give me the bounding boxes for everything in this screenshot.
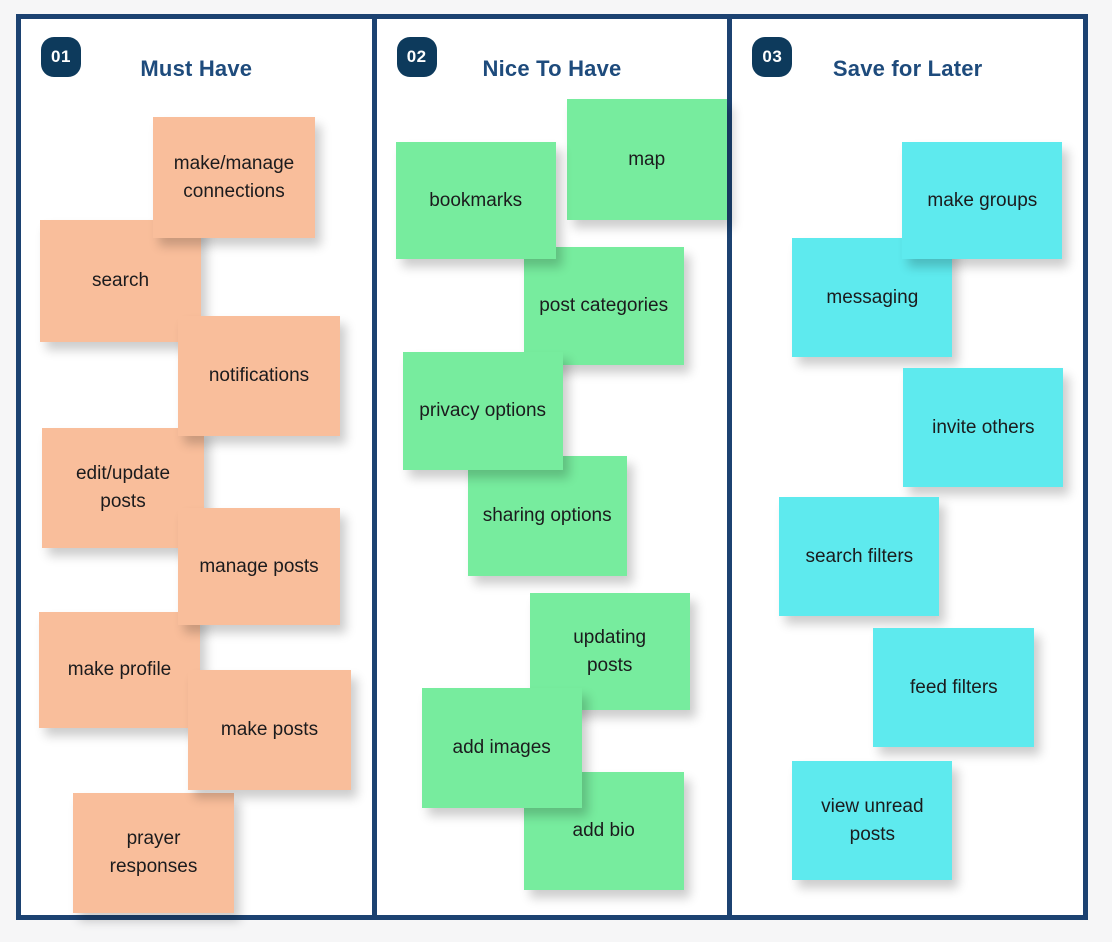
sticky-note-add-images[interactable]: add images	[421, 688, 582, 808]
column-number-badge: 01	[41, 37, 81, 77]
sticky-note-feed-filters[interactable]: feed filters	[873, 628, 1035, 747]
sticky-note-notifications[interactable]: notifications	[178, 316, 340, 436]
sticky-note-search[interactable]: search	[40, 220, 201, 342]
column-number-badge: 02	[396, 37, 437, 77]
sticky-note-map[interactable]: map	[566, 99, 727, 220]
sticky-note-view-unread-posts[interactable]: view unread posts	[792, 761, 953, 880]
column-title: Nice To Have	[482, 56, 622, 81]
sticky-note-make-groups[interactable]: make groups	[902, 142, 1063, 259]
column-nice-to-have: 02 Nice To Have map bookmarks post categ…	[371, 19, 728, 915]
sticky-note-post-categories[interactable]: post categories	[523, 247, 684, 365]
column-title: Must Have	[140, 56, 253, 81]
sticky-note-invite-others[interactable]: invite others	[903, 368, 1064, 487]
sticky-note-make-profile[interactable]: make profile	[39, 612, 200, 728]
column-must-have: 01 Must Have make/manage connections sea…	[21, 19, 372, 915]
sticky-note-make-posts[interactable]: make posts	[188, 670, 351, 790]
sticky-note-prayer-responses[interactable]: prayer responses	[73, 793, 234, 913]
column-number-badge: 03	[752, 37, 793, 77]
sticky-note-privacy-options[interactable]: privacy options	[402, 352, 563, 470]
sticky-note-manage-posts[interactable]: manage posts	[178, 508, 340, 625]
column-save-for-later: 03 Save for Later make groups messaging …	[727, 19, 1083, 915]
priority-board: 01 Must Have make/manage connections sea…	[16, 14, 1088, 920]
sticky-note-search-filters[interactable]: search filters	[779, 497, 940, 616]
sticky-note-edit-update-posts[interactable]: edit/update posts	[42, 428, 204, 548]
sticky-note-bookmarks[interactable]: bookmarks	[395, 142, 556, 259]
column-title: Save for Later	[832, 56, 983, 81]
sticky-note-make-manage-connections[interactable]: make/manage connections	[153, 117, 315, 238]
sticky-note-sharing-options[interactable]: sharing options	[467, 456, 627, 576]
